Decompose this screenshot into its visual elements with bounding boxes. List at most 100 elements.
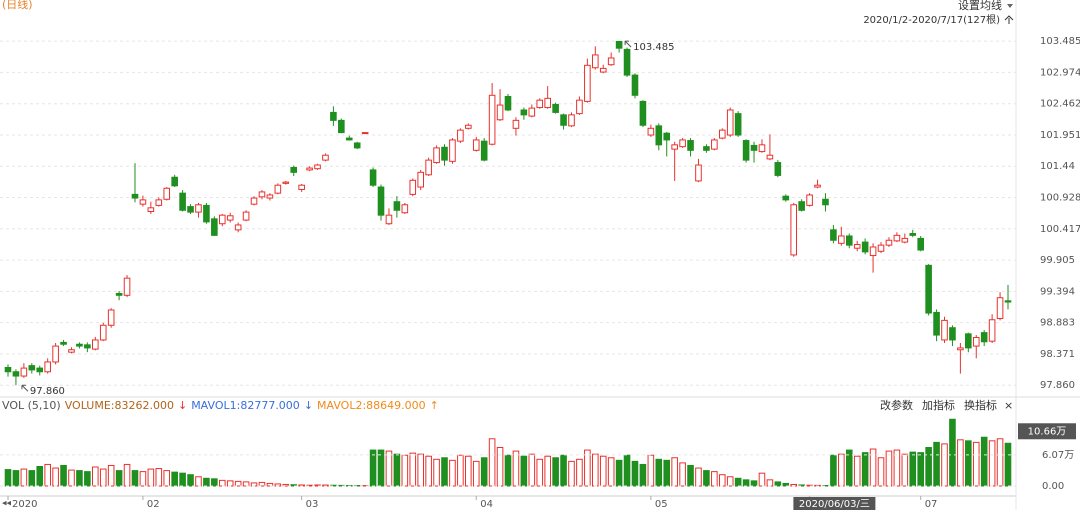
volume-bar <box>584 449 591 487</box>
panel-button[interactable]: × <box>1004 399 1013 412</box>
candle-body <box>861 241 869 253</box>
candle-body <box>703 146 710 151</box>
volume-bar <box>187 474 194 487</box>
candle-body <box>798 201 805 211</box>
candle-body <box>711 139 718 150</box>
volume-bar <box>123 463 131 487</box>
candle-body <box>726 109 734 136</box>
candle-body <box>869 246 877 257</box>
volume-bar <box>195 476 202 487</box>
volume-bar <box>639 463 647 487</box>
candle-body <box>409 179 417 195</box>
volume-bar <box>171 471 178 487</box>
candle-body <box>1004 300 1012 303</box>
volume-bar <box>425 455 432 487</box>
volume-bar <box>655 458 663 487</box>
volume-bar <box>774 481 782 487</box>
candle-body <box>655 125 663 146</box>
candle-body <box>218 214 226 225</box>
y-tick-label: 103.485 <box>1040 36 1080 47</box>
dropdown-icon[interactable] <box>1007 4 1013 8</box>
y-tick-label: 102.974 <box>1040 67 1080 78</box>
candle-body <box>171 176 178 187</box>
volume-bar <box>44 463 51 487</box>
volume-bar <box>441 457 448 487</box>
y-tick-label: 101.44 <box>1040 161 1075 172</box>
volume-bar <box>409 452 417 487</box>
candle-body <box>338 119 345 134</box>
volume-bar <box>766 479 774 487</box>
y-tick-label: 100.417 <box>1040 224 1080 235</box>
candle-body <box>290 166 298 173</box>
panel-button[interactable]: 改参数 <box>880 398 913 412</box>
candle-body <box>623 48 631 76</box>
candle-body <box>853 244 861 249</box>
legend-item: MAVOL1:82777.000 <box>191 399 300 412</box>
candle-body <box>187 206 194 213</box>
candle-body <box>536 99 544 109</box>
candle-body <box>838 235 845 244</box>
candle-body <box>893 234 901 242</box>
candle-body <box>99 324 107 341</box>
annotation-label: 103.485 <box>633 42 674 53</box>
candle-body <box>663 132 671 141</box>
candle-body <box>36 367 44 373</box>
candle-body <box>988 319 996 342</box>
volume-bar <box>623 454 631 487</box>
candle-body <box>242 211 250 221</box>
candle-body <box>909 233 917 236</box>
x-tick-label: 03 <box>306 499 319 510</box>
candle-body <box>599 67 607 73</box>
candle-body <box>742 140 750 161</box>
volume-bar <box>163 470 171 487</box>
volume-bar <box>941 443 948 487</box>
y-tick-label: 98.883 <box>1040 318 1075 329</box>
volume-bar <box>718 474 726 487</box>
ma-setting[interactable]: 设置均线 <box>958 0 1002 12</box>
candle-body <box>584 64 591 102</box>
candle-body <box>631 74 639 96</box>
panel-button[interactable]: 换指标 <box>964 398 997 412</box>
candle-body <box>369 169 377 186</box>
candle-body <box>949 327 956 341</box>
candle-body <box>282 181 290 184</box>
volume-bar <box>980 436 988 487</box>
candle-body <box>917 237 924 251</box>
volume-bar <box>52 467 59 487</box>
candle-body <box>76 343 83 347</box>
volume-bar <box>853 455 861 487</box>
annotation-arrow <box>624 40 632 48</box>
volume-bar <box>385 450 393 487</box>
candle-body <box>266 194 274 199</box>
panel-button[interactable]: 加指标 <box>922 398 955 412</box>
pin-icon[interactable] <box>1004 15 1014 24</box>
candle-body <box>933 311 940 336</box>
y-tick-label: 100.928 <box>1040 193 1080 204</box>
candle-body <box>234 224 242 231</box>
volume-bar <box>838 453 845 487</box>
volume-bar <box>544 455 551 487</box>
candle-body <box>385 214 393 225</box>
volume-bar <box>99 468 107 487</box>
candle-body <box>504 96 512 111</box>
candle-body <box>544 97 551 109</box>
volume-bar <box>901 453 909 487</box>
volume-bar <box>568 460 575 487</box>
candle-body <box>568 114 575 127</box>
candle-body <box>179 192 186 211</box>
volume-bar <box>401 454 409 487</box>
candle-body <box>560 114 567 126</box>
volume-bar <box>687 464 694 487</box>
volume-bar <box>592 453 599 487</box>
candle-body <box>433 147 440 164</box>
annotation-arrow <box>21 384 29 392</box>
volume-bar <box>957 439 964 487</box>
chart-title: (日线) <box>2 0 33 11</box>
volume-bar <box>798 484 805 487</box>
volume-bar <box>972 441 980 487</box>
range-label: 2020/1/2-2020/7/17(127根) <box>863 13 1000 26</box>
candle-body <box>306 167 313 171</box>
candle-body <box>965 333 972 349</box>
scroll-left[interactable]: ◂◂ <box>2 499 12 509</box>
cursor-value-label: 10.66万 <box>1028 426 1067 437</box>
